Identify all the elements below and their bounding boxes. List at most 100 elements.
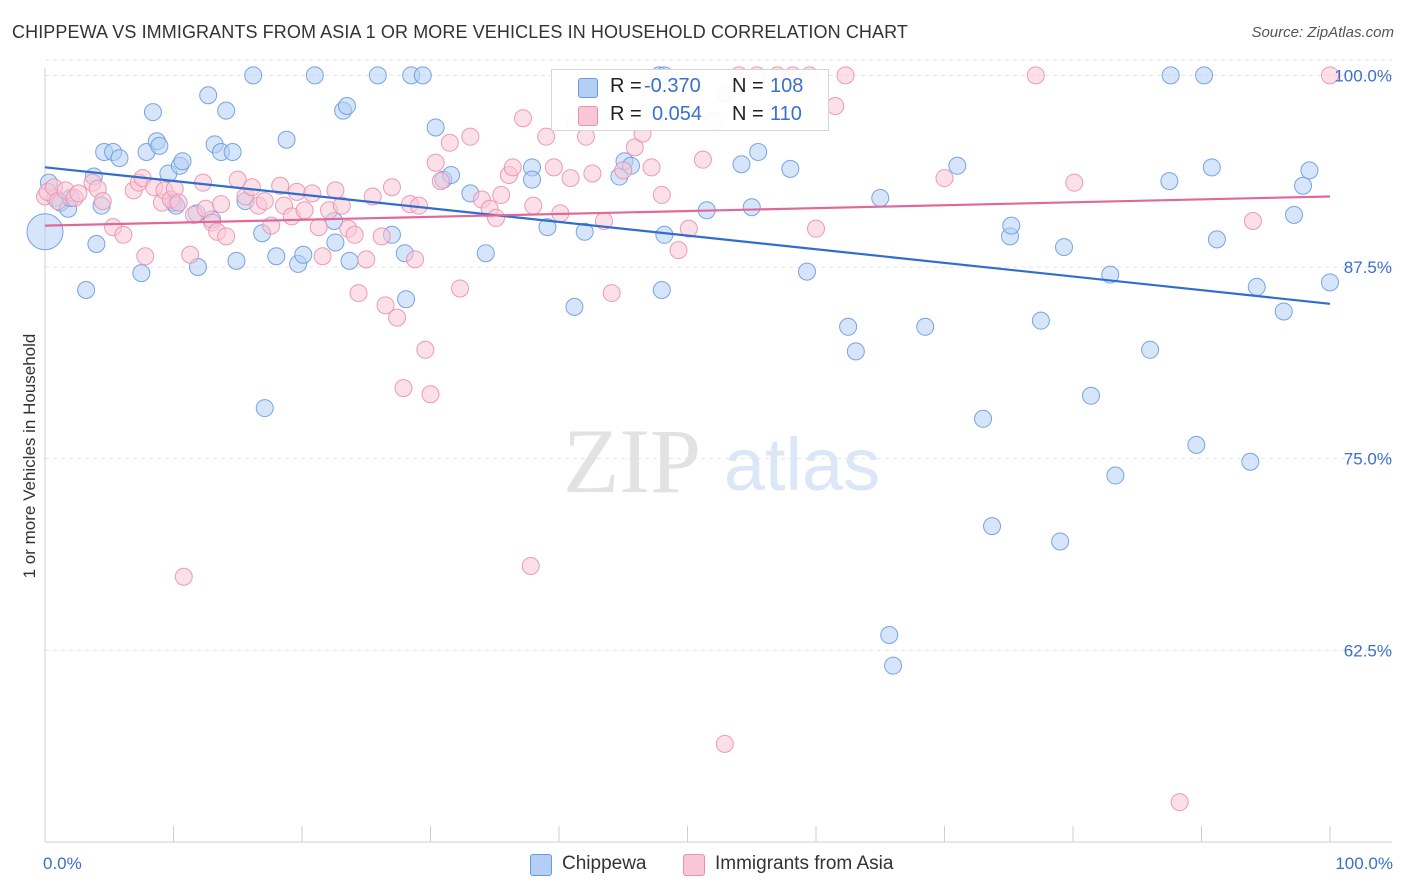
watermark: ZIP atlas (563, 410, 880, 512)
chippewa-point (1002, 216, 1021, 235)
asia-point (136, 247, 155, 266)
chippewa-point (839, 317, 858, 336)
chippewa-point (732, 155, 751, 174)
watermark-zip: ZIP (563, 410, 701, 512)
r-value: 0.054 (652, 103, 703, 125)
chippewa-point (326, 233, 345, 252)
asia-point (602, 284, 621, 303)
n-value: 108 (770, 75, 804, 97)
chippewa-point (1300, 161, 1319, 180)
series-legend: Chippewa Immigrants from Asia (530, 851, 930, 877)
chippewa-point (1160, 172, 1179, 191)
chart-title: CHIPPEWA VS IMMIGRANTS FROM ASIA 1 OR MO… (12, 22, 909, 42)
chippewa-point (884, 656, 903, 675)
asia-point (521, 557, 540, 575)
chippewa-point (294, 245, 313, 264)
chippewa-point (199, 86, 218, 105)
asia-point (561, 169, 580, 188)
asia-point (503, 158, 522, 177)
n-value: 110 (770, 103, 802, 125)
source-credit: Source: ZipAtlas.com (1251, 24, 1394, 41)
asia-point (625, 138, 644, 157)
y-axis-label: 1 or more Vehicles in Household (20, 334, 39, 579)
asia-point (295, 201, 314, 220)
asia-point (451, 279, 470, 298)
chippewa-point (1321, 273, 1339, 292)
asia-point (416, 340, 435, 359)
chippewa-point (244, 66, 263, 85)
asia-point (1065, 173, 1084, 192)
x-tick-label: 100.0% (1335, 854, 1393, 873)
asia-trend-line (44, 195, 1331, 227)
chippewa-point (143, 103, 162, 122)
asia-point (693, 150, 712, 169)
chippewa-legend-swatch (530, 854, 552, 876)
asia-point (826, 97, 845, 115)
asia-point (69, 184, 88, 203)
chippewa-point (846, 342, 865, 361)
asia-point (309, 218, 328, 237)
asia-point (217, 227, 236, 246)
stats-legend: R = -0.370 N = 108 R = 0.054 N = 110 (551, 69, 829, 131)
asia-point (440, 133, 459, 152)
chippewa-point (749, 143, 768, 161)
asia-point (715, 734, 734, 753)
chippewa-point (871, 189, 890, 207)
asia-point (935, 169, 954, 188)
chippewa-trend-line (44, 166, 1331, 305)
chippewa-point (227, 251, 246, 270)
asia-point (332, 196, 351, 215)
chippewa-point (742, 198, 761, 217)
r-value: -0.370 (644, 75, 701, 97)
chippewa-point (948, 156, 967, 175)
asia-point (669, 241, 688, 260)
chippewa-point (305, 66, 324, 85)
chippewa-point (87, 235, 106, 253)
chippewa-point (1285, 205, 1304, 224)
asia-point (242, 178, 261, 197)
asia-point (642, 158, 661, 177)
asia-point (271, 176, 290, 195)
chippewa-point (77, 281, 96, 299)
chippewa-point (798, 262, 817, 281)
chippewa-point (397, 290, 416, 309)
asia-point (326, 181, 345, 200)
chippewa-point (1294, 176, 1313, 195)
chippewa-point (1274, 302, 1293, 321)
chippewa-point (255, 399, 274, 418)
asia-point (421, 385, 440, 404)
asia-point (1170, 793, 1189, 812)
chippewa-legend-label: Chippewa (562, 853, 647, 874)
chippewa-point (983, 517, 1002, 536)
chippewa-point (974, 409, 993, 428)
asia-point (169, 193, 188, 212)
chippewa-swatch (578, 78, 598, 98)
chippewa-point (1031, 311, 1050, 330)
chippewa-point (781, 159, 800, 178)
chippewa-point (277, 130, 296, 149)
chippewa-point (575, 222, 594, 241)
asia-point (537, 127, 556, 146)
chippewa-point (1081, 386, 1100, 405)
asia-point (406, 250, 425, 269)
asia-point (461, 127, 480, 146)
asia-point (492, 185, 511, 204)
asia-point (212, 195, 231, 214)
y-tick-label: 62.5% (1344, 641, 1392, 660)
asia-point (524, 196, 543, 215)
chippewa-point (150, 136, 169, 155)
y-tick-label: 100.0% (1334, 66, 1392, 85)
asia-point (836, 66, 855, 85)
chippewa-point (110, 149, 129, 168)
asia-point (487, 208, 506, 227)
asia-point (174, 567, 193, 586)
asia-point (1321, 66, 1339, 85)
chippewa-point (413, 66, 432, 85)
chippewa-point (426, 118, 445, 137)
chippewa-point (1055, 238, 1074, 257)
chippewa-point (1187, 435, 1206, 454)
chippewa-point (340, 251, 359, 270)
chippewa-point (173, 152, 192, 171)
asia-point (807, 219, 825, 238)
